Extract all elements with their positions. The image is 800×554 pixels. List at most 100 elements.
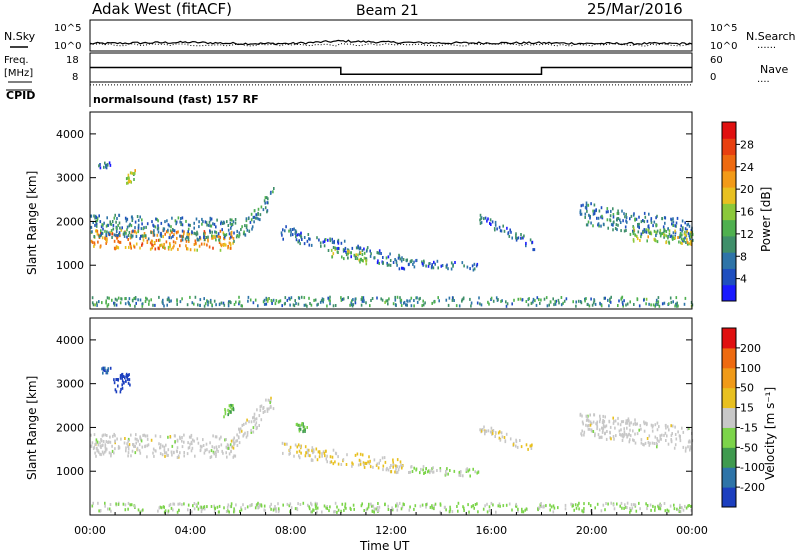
range-cell — [377, 502, 379, 505]
range-cell — [258, 424, 260, 427]
range-cell — [634, 233, 636, 237]
range-cell — [151, 220, 153, 224]
range-cell — [603, 419, 606, 423]
range-cell — [130, 234, 132, 238]
range-cell — [102, 433, 105, 437]
range-cell — [196, 232, 199, 236]
range-cell — [117, 234, 119, 237]
range-cell — [262, 300, 265, 304]
range-cell — [115, 220, 117, 224]
range-cell — [543, 297, 546, 301]
range-cell — [233, 507, 235, 511]
range-cell — [489, 430, 492, 434]
range-cell — [297, 423, 299, 427]
range-cell — [532, 248, 534, 252]
range-cell — [202, 220, 204, 224]
range-cell — [669, 296, 672, 300]
range-cell — [446, 263, 448, 267]
range-cell — [494, 220, 497, 224]
range-cell — [183, 440, 185, 444]
range-cell — [266, 407, 269, 411]
range-cell — [172, 240, 175, 244]
range-cell — [662, 231, 665, 235]
range-cell — [250, 218, 253, 222]
range-cell — [263, 504, 266, 508]
range-cell — [459, 474, 462, 477]
range-cell — [231, 218, 233, 222]
range-cell — [238, 231, 241, 235]
range-cell — [294, 232, 297, 235]
range-cell — [676, 301, 678, 305]
range-cell — [232, 440, 235, 444]
range-cell — [498, 436, 501, 440]
range-cell — [653, 220, 656, 224]
range-cell — [592, 420, 595, 424]
range-cell — [347, 249, 349, 253]
range-cell — [683, 239, 686, 243]
range-cell — [614, 227, 617, 230]
range-cell — [127, 176, 129, 180]
range-cell — [590, 509, 592, 513]
colorbar-segment — [722, 252, 736, 269]
range-cell — [572, 300, 574, 304]
range-cell — [602, 503, 605, 507]
range-cell — [494, 435, 496, 438]
range-cell — [253, 209, 256, 213]
range-cell — [309, 237, 311, 241]
range-cell — [530, 444, 533, 448]
range-cell — [90, 239, 93, 243]
range-cell — [267, 197, 269, 201]
range-cell — [619, 423, 622, 427]
range-cell — [306, 239, 309, 243]
range-cell — [116, 246, 119, 249]
range-cell — [223, 243, 225, 247]
range-cell — [144, 444, 147, 448]
range-cell — [596, 423, 598, 427]
range-cell — [422, 465, 425, 469]
range-cell — [300, 451, 302, 455]
range-cell — [670, 440, 673, 444]
range-cell — [333, 239, 335, 243]
range-cell — [193, 226, 195, 230]
range-cell — [401, 266, 403, 270]
range-cell — [166, 453, 168, 457]
range-cell — [655, 230, 657, 234]
range-cell — [660, 232, 663, 236]
range-cell — [653, 229, 656, 233]
range-cell — [301, 422, 303, 425]
range-cell — [91, 301, 94, 305]
range-cell — [320, 299, 323, 303]
range-cell — [451, 298, 454, 302]
range-cell — [527, 303, 530, 307]
range-cell — [626, 426, 628, 430]
range-cell — [133, 444, 135, 448]
range-cell — [655, 301, 658, 305]
range-cell — [398, 501, 401, 505]
range-cell — [667, 227, 669, 231]
range-cell — [453, 469, 456, 473]
range-cell — [99, 220, 102, 224]
range-cell — [291, 228, 294, 231]
range-cell — [160, 221, 163, 225]
range-cell — [207, 239, 209, 243]
range-cell — [118, 221, 121, 225]
range-cell — [129, 236, 132, 240]
range-cell — [638, 222, 640, 226]
range-cell — [233, 303, 236, 306]
range-cell — [125, 177, 128, 181]
range-cell — [193, 302, 195, 306]
range-cell — [198, 244, 201, 248]
range-cell — [329, 299, 331, 303]
range-cell — [300, 231, 302, 235]
range-cell — [529, 238, 532, 242]
range-cell — [164, 220, 166, 224]
cpid-label: CPID — [6, 89, 35, 102]
range-cell — [166, 298, 169, 302]
range-cell — [656, 214, 658, 218]
colorbar-segment — [722, 235, 736, 253]
freq-tick-top: 18 — [66, 55, 79, 66]
range-cell — [658, 304, 661, 308]
range-cell — [638, 428, 640, 432]
range-cell — [609, 299, 611, 303]
